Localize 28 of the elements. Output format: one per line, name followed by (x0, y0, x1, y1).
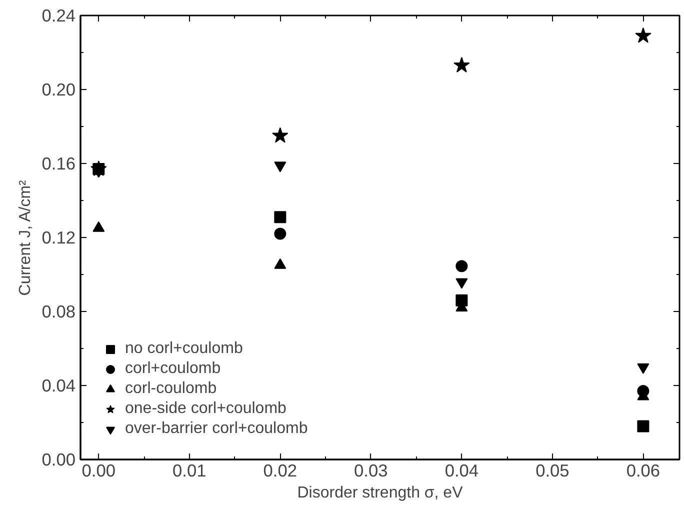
x-tick-label: 0.03 (354, 460, 388, 480)
y-tick-label: 0.08 (42, 302, 76, 322)
x-tick-label: 0.06 (626, 460, 660, 480)
legend-label: corl+coulomb (125, 360, 221, 378)
y-tick-label: 0.16 (42, 154, 76, 174)
point (635, 27, 652, 43)
y-tick-label: 0.04 (42, 376, 76, 396)
legend-label: corl-coulomb (125, 380, 217, 398)
y-tick-label: 0.20 (42, 80, 76, 100)
x-tick-label: 0.00 (82, 460, 116, 480)
x-tick-label: 0.02 (263, 460, 298, 480)
point (456, 260, 468, 272)
y-tick-label: 0.12 (42, 228, 76, 248)
legend-label: one-side corl+coulomb (125, 400, 286, 418)
y-tick-label: 0.24 (42, 6, 76, 26)
point (637, 420, 650, 432)
x-axis-title: Disorder strength σ, eV (297, 484, 464, 502)
point (637, 363, 650, 374)
point (454, 56, 470, 72)
point (272, 127, 288, 143)
y-axis-title: Current J, A/cm² (16, 179, 34, 296)
point (274, 228, 286, 240)
point (274, 211, 286, 224)
x-tick-label: 0.05 (536, 460, 570, 480)
legend-label: over-barrier corl+coulomb (125, 420, 308, 438)
x-tick-label: 0.04 (444, 460, 479, 480)
legend-label: no corl+coulomb (125, 340, 243, 358)
x-tick-label: 0.01 (172, 460, 206, 480)
